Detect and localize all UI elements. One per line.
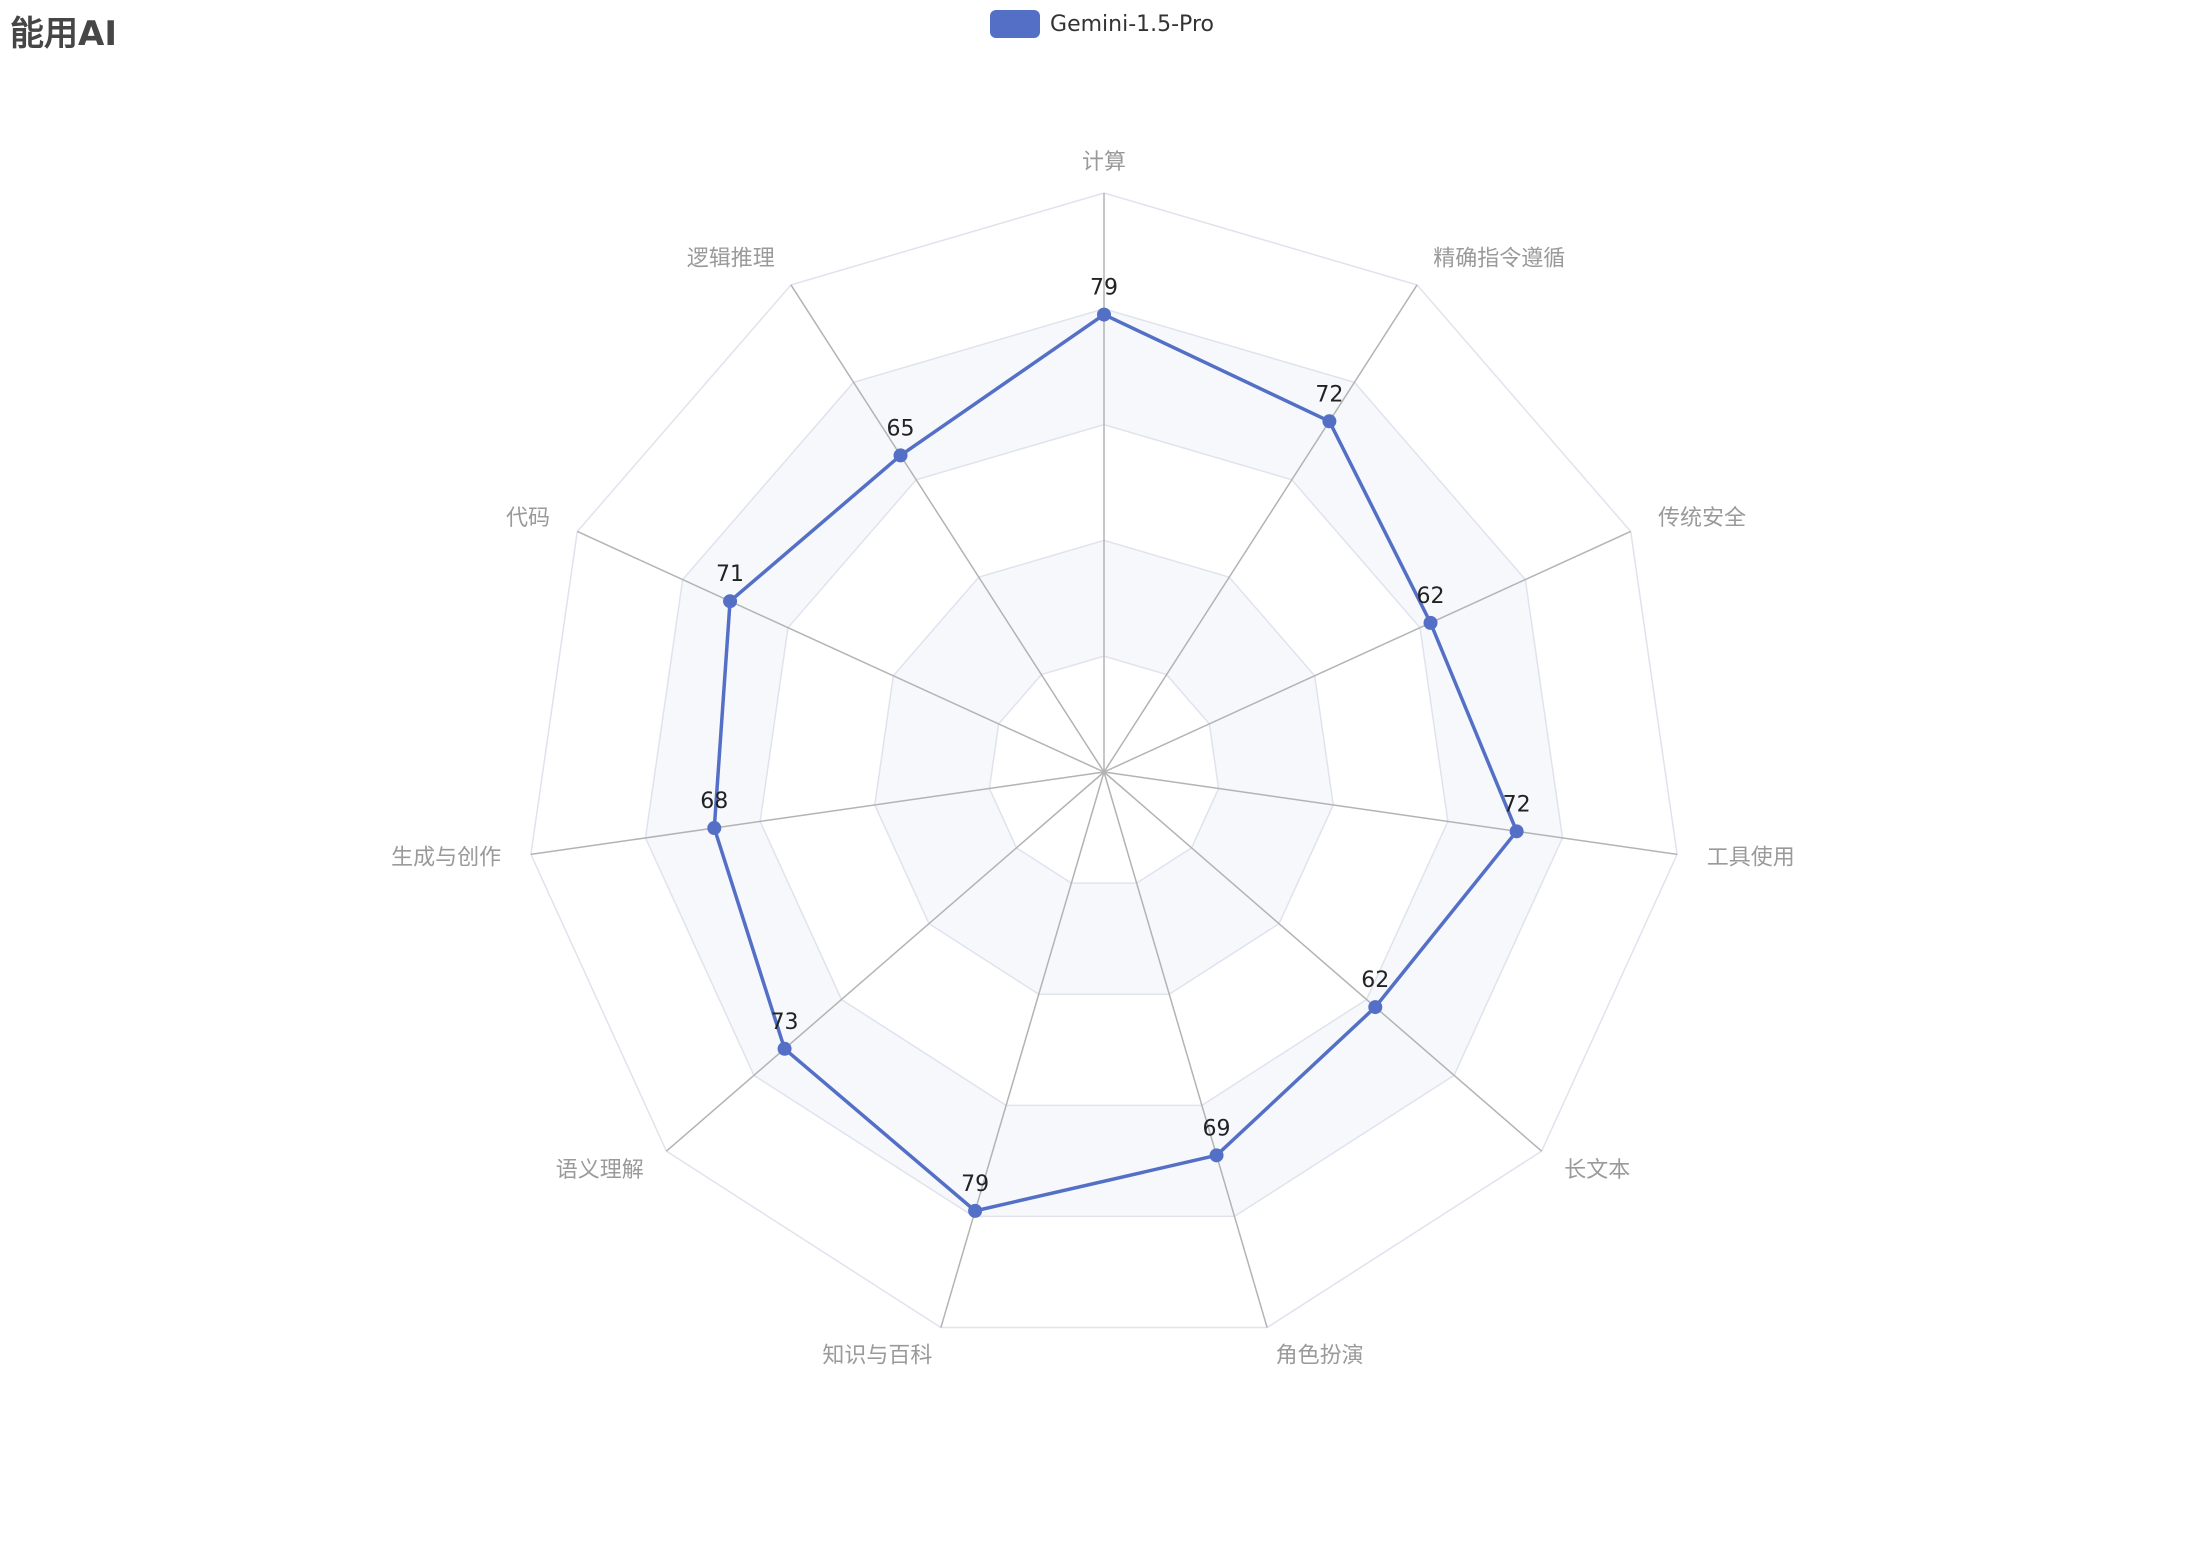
legend-label: Gemini-1.5-Pro [1050, 11, 1214, 37]
axis-label: 语义理解 [556, 1158, 644, 1183]
axis-label: 传统安全 [1658, 506, 1746, 531]
axis-label: 计算 [1082, 150, 1126, 175]
data-point [1368, 1000, 1383, 1015]
axis-label: 逻辑推理 [687, 247, 775, 272]
radar-split-area [874, 540, 1334, 995]
data-point [707, 821, 722, 836]
data-point [893, 448, 908, 463]
radar-split-area [760, 424, 1448, 1106]
data-label: 72 [1315, 382, 1343, 407]
radar-axis-line [1103, 530, 1631, 773]
axis-label: 代码 [506, 506, 550, 531]
data-point [1209, 1148, 1224, 1163]
axis-label: 精确指令遵循 [1433, 247, 1565, 272]
data-point [1509, 824, 1524, 839]
axis-label: 生成与创作 [391, 846, 501, 871]
radar-axis-line [790, 284, 1105, 773]
axis-label: 知识与百科 [822, 1343, 932, 1368]
radar-axis-line [530, 771, 1105, 856]
data-label: 79 [961, 1172, 989, 1197]
data-label: 69 [1203, 1116, 1231, 1141]
axis-label: 角色扮演 [1276, 1343, 1364, 1368]
data-point [968, 1203, 983, 1218]
legend-swatch [990, 10, 1041, 38]
radar-axis-line [1103, 284, 1418, 773]
legend: Gemini-1.5-Pro [0, 10, 2204, 38]
radar-axis-line [577, 530, 1105, 773]
axis-label: 工具使用 [1707, 846, 1795, 871]
data-label: 62 [1417, 584, 1445, 609]
data-label: 65 [887, 416, 915, 441]
data-label: 79 [1090, 276, 1118, 301]
data-point [1423, 615, 1438, 630]
data-label: 62 [1361, 968, 1389, 993]
radar-axis-line [940, 771, 1105, 1328]
data-label: 72 [1503, 792, 1531, 817]
data-label: 71 [716, 562, 744, 587]
data-point [1322, 414, 1337, 429]
radar-split-line [644, 308, 1564, 1218]
radar-axis-line [1103, 771, 1678, 856]
series-line [712, 312, 1519, 1213]
radar-split-line [988, 655, 1220, 884]
radar-axis-line [665, 771, 1105, 1152]
chart-title: 能用AI [10, 14, 117, 54]
radar-axis-line [1103, 771, 1543, 1152]
radar-axis-line [1103, 771, 1268, 1328]
data-label: 68 [700, 789, 728, 814]
axis-label: 长文本 [1564, 1158, 1630, 1183]
data-label: 73 [771, 1010, 799, 1035]
data-point [1097, 307, 1111, 322]
radar-split-line [873, 539, 1335, 995]
radar-split-line [759, 423, 1449, 1107]
radar-split-line [530, 192, 1678, 1329]
data-point [723, 594, 738, 609]
legend-item-gemini[interactable]: Gemini-1.5-Pro [990, 10, 1214, 38]
data-point [777, 1041, 792, 1056]
